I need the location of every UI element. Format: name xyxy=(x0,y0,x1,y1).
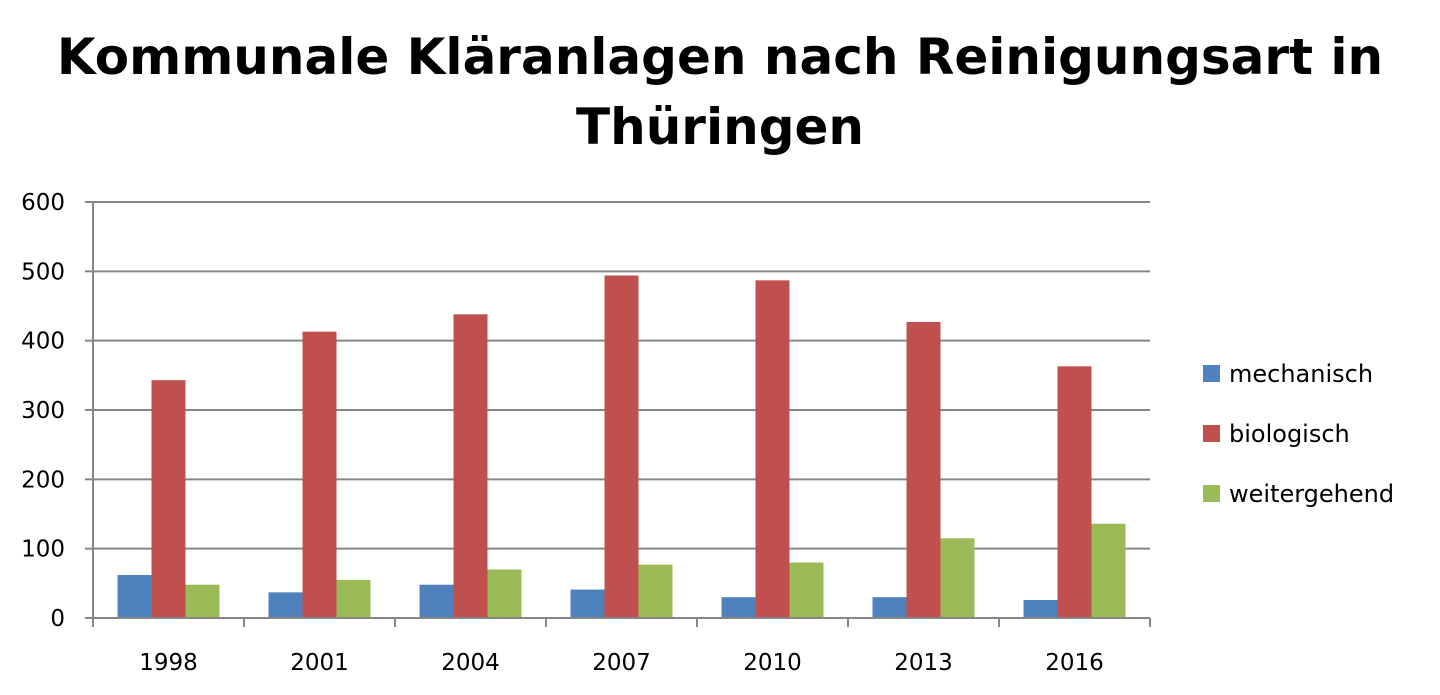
bar-weitergehend-2004 xyxy=(487,569,522,618)
chart-title-line2: Thüringen xyxy=(576,98,864,156)
legend-label-mechanisch: mechanisch xyxy=(1229,360,1373,388)
bar-mechanisch-2007 xyxy=(570,589,605,618)
y-tick-label: 500 xyxy=(21,259,65,285)
bar-mechanisch-2010 xyxy=(721,597,756,618)
bar-biologisch-2016 xyxy=(1057,366,1092,618)
chart-title-line1: Kommunale Kläranlagen nach Reinigungsart… xyxy=(56,28,1384,86)
bar-mechanisch-1998 xyxy=(117,575,152,618)
bar-weitergehend-2001 xyxy=(336,579,371,618)
y-tick-label: 0 xyxy=(50,606,65,632)
x-tick-label: 2001 xyxy=(290,650,349,676)
bar-weitergehend-1998 xyxy=(185,584,220,618)
bar-mechanisch-2016 xyxy=(1023,599,1058,618)
x-tick-label: 2004 xyxy=(441,650,500,676)
axes xyxy=(85,201,1151,627)
legend-swatch-mechanisch xyxy=(1203,365,1220,382)
y-tick-label: 300 xyxy=(21,398,65,424)
bar-biologisch-2004 xyxy=(453,314,488,618)
bar-weitergehend-2013 xyxy=(940,538,975,618)
bar-weitergehend-2007 xyxy=(638,564,673,618)
bar-weitergehend-2016 xyxy=(1091,523,1126,618)
bar-mechanisch-2001 xyxy=(268,592,303,618)
legend-swatch-biologisch xyxy=(1203,425,1220,442)
y-tick-label: 400 xyxy=(21,329,65,355)
bar-biologisch-2007 xyxy=(604,275,639,618)
legend-swatch-weitergehend xyxy=(1203,485,1220,502)
bar-weitergehend-2010 xyxy=(789,562,824,618)
x-tick-label: 2013 xyxy=(894,650,953,676)
bar-biologisch-2010 xyxy=(755,280,790,618)
bar-mechanisch-2004 xyxy=(419,584,454,618)
bars xyxy=(117,275,1126,618)
bar-biologisch-1998 xyxy=(151,380,186,618)
bar-biologisch-2013 xyxy=(906,321,941,618)
x-tick-label: 2010 xyxy=(743,650,802,676)
bar-mechanisch-2013 xyxy=(872,597,907,618)
x-tick-label: 2007 xyxy=(592,650,651,676)
y-tick-label: 100 xyxy=(21,537,65,563)
x-tick-label: 2016 xyxy=(1045,650,1104,676)
bar-biologisch-2001 xyxy=(302,331,337,618)
x-tick-labels: 1998 2001 2004 2007 2010 2013 2016 xyxy=(139,650,1104,676)
x-tick-label: 1998 xyxy=(139,650,198,676)
y-tick-labels: 0 100 200 300 400 500 600 xyxy=(21,190,65,632)
legend: mechanisch biologisch weitergehend xyxy=(1203,360,1394,508)
y-tick-label: 200 xyxy=(21,467,65,493)
y-tick-label: 600 xyxy=(21,190,65,216)
legend-label-weitergehend: weitergehend xyxy=(1229,480,1394,508)
legend-label-biologisch: biologisch xyxy=(1229,420,1350,448)
chart-title: Kommunale Kläranlagen nach Reinigungsart… xyxy=(0,22,1440,162)
